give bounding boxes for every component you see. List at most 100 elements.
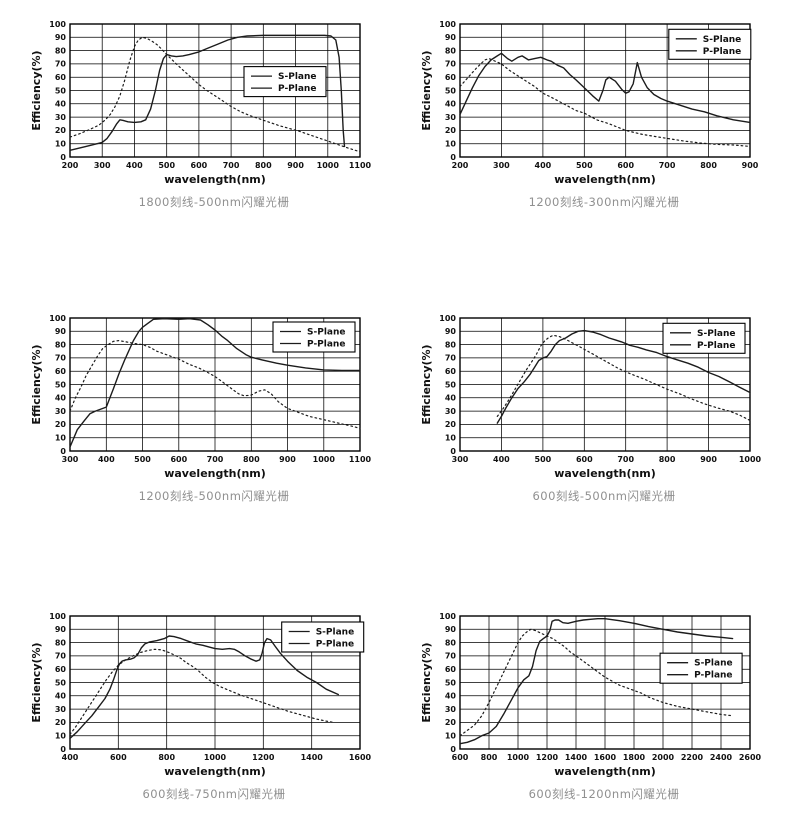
y-tick-label: 70: [55, 354, 67, 363]
y-tick-label: 30: [55, 113, 67, 122]
x-tick-label: 2000: [652, 753, 675, 762]
legend: S-Plane P-Plane: [243, 66, 327, 98]
x-tick-label: 1100: [349, 161, 372, 170]
legend-label-s-plane: S-Plane: [278, 72, 316, 82]
y-tick-label: 20: [55, 420, 67, 429]
y-tick-label: 30: [55, 407, 67, 416]
x-tick-label: 500: [158, 161, 175, 170]
y-tick-label: 100: [49, 20, 66, 29]
x-tick-label: 600: [191, 161, 208, 170]
x-tick-label: 1400: [301, 753, 324, 762]
y-tick-label: 30: [445, 407, 457, 416]
x-tick-label: 1600: [594, 753, 617, 762]
y-tick-label: 0: [450, 153, 456, 162]
legend: S-Plane P-Plane: [662, 322, 746, 354]
y-axis-label: Efficiency(%): [420, 50, 433, 130]
y-tick-label: 100: [439, 612, 456, 621]
chart-block-600-500nm: 300 400 500 600 700 800 900 1000 0 10 20 30 40 50 60 70…: [420, 302, 788, 504]
x-tick-label: 2400: [710, 753, 733, 762]
x-tick-label: 400: [62, 753, 79, 762]
legend-label-p-plane: P-Plane: [278, 84, 316, 94]
y-tick-label: 10: [445, 732, 457, 741]
x-tick-label: 400: [98, 455, 115, 464]
x-tick-label: 200: [62, 161, 79, 170]
y-tick-label: 40: [445, 692, 457, 701]
y-tick-label: 50: [445, 86, 457, 95]
x-tick-label: 300: [452, 455, 469, 464]
y-tick-label: 90: [55, 33, 67, 42]
y-tick-label: 90: [445, 625, 457, 634]
legend: S-Plane P-Plane: [272, 321, 356, 353]
y-tick-label: 50: [445, 380, 457, 389]
y-tick-label: 50: [55, 380, 67, 389]
legend: S-Plane P-Plane: [281, 621, 365, 653]
legend-frame: [281, 621, 365, 653]
y-tick-label: 0: [450, 447, 456, 456]
x-tick-label: 600: [617, 161, 634, 170]
y-tick-label: 20: [55, 126, 67, 135]
chart-title: 1200刻线-500nm闪耀光栅: [138, 489, 290, 503]
x-tick-label: 400: [535, 161, 552, 170]
x-tick-label: 700: [617, 455, 634, 464]
chart-block-1200-300nm: 200 300 400 500 600 700 800 900 0 10 20 30 40 50 60 70 8…: [420, 8, 788, 210]
y-tick-label: 60: [55, 665, 67, 674]
plot-frame: [69, 615, 361, 750]
x-tick-label: 1000: [204, 753, 227, 762]
plot-frame: [459, 23, 751, 158]
y-tick-label: 10: [55, 434, 67, 443]
y-tick-label: 80: [55, 638, 67, 647]
series-p-plane: [459, 57, 751, 147]
x-tick-label: 700: [659, 161, 676, 170]
x-tick-label: 200: [452, 161, 469, 170]
legend-label-s-plane: S-Plane: [703, 35, 741, 45]
y-tick-label: 40: [55, 100, 67, 109]
y-axis-label: Efficiency(%): [30, 344, 43, 424]
x-tick-label: 800: [700, 161, 717, 170]
y-tick-label: 70: [445, 354, 457, 363]
y-tick-label: 100: [49, 612, 66, 621]
x-tick-label: 800: [158, 753, 175, 762]
chart-canvas-600-500nm: 300 400 500 600 700 800 900 1000 0 10 20 30 40 50 60 70…: [420, 314, 762, 480]
legend-label-p-plane: P-Plane: [703, 47, 741, 57]
y-tick-label: 100: [49, 314, 66, 323]
legend-label-p-plane: P-Plane: [697, 341, 735, 351]
x-tick-label: 1000: [739, 455, 762, 464]
chart-block-1800-500nm: 200 300 400 500 600 700 800 900 1000 1100 0 10 20 30 4…: [30, 8, 398, 210]
x-tick-label: 800: [255, 161, 272, 170]
x-tick-label: 1800: [623, 753, 646, 762]
series-p-plane: [69, 339, 361, 430]
x-tick-label: 1600: [349, 753, 372, 762]
y-tick-label: 100: [439, 314, 456, 323]
x-axis-label: wavelength(nm): [554, 467, 656, 480]
x-tick-label: 500: [535, 455, 552, 464]
x-tick-label: 600: [110, 753, 127, 762]
legend-frame: [272, 321, 356, 353]
y-tick-label: 50: [55, 86, 67, 95]
legend-label-s-plane: S-Plane: [697, 329, 735, 339]
chart-block-600-1200nm: 600 800 1000 1200 1400 1600 1800 2000 2200 2400 26…: [420, 600, 788, 802]
x-tick-label: 1400: [565, 753, 588, 762]
y-tick-label: 30: [55, 705, 67, 714]
x-tick-label: 2200: [681, 753, 704, 762]
x-tick-label: 500: [576, 161, 593, 170]
y-tick-label: 40: [445, 394, 457, 403]
x-tick-label: 900: [287, 161, 304, 170]
y-tick-label: 30: [445, 705, 457, 714]
legend-frame: [662, 322, 746, 354]
y-axis-label: Efficiency(%): [420, 344, 433, 424]
legend: S-Plane P-Plane: [659, 652, 743, 684]
x-tick-label: 300: [94, 161, 111, 170]
x-tick-label: 700: [223, 161, 240, 170]
y-tick-label: 70: [55, 652, 67, 661]
x-axis-label: wavelength(nm): [164, 765, 266, 778]
y-tick-label: 0: [60, 153, 66, 162]
y-tick-label: 70: [445, 652, 457, 661]
y-tick-label: 90: [55, 625, 67, 634]
y-tick-label: 10: [55, 140, 67, 149]
y-tick-label: 20: [55, 718, 67, 727]
chart-canvas-1800-500nm: 200 300 400 500 600 700 800 900 1000 1100 0 10 20 30 4…: [30, 20, 372, 186]
chart-title: 600刻线-1200nm闪耀光栅: [528, 787, 680, 801]
y-axis-label: Efficiency(%): [30, 50, 43, 130]
y-tick-label: 90: [445, 33, 457, 42]
